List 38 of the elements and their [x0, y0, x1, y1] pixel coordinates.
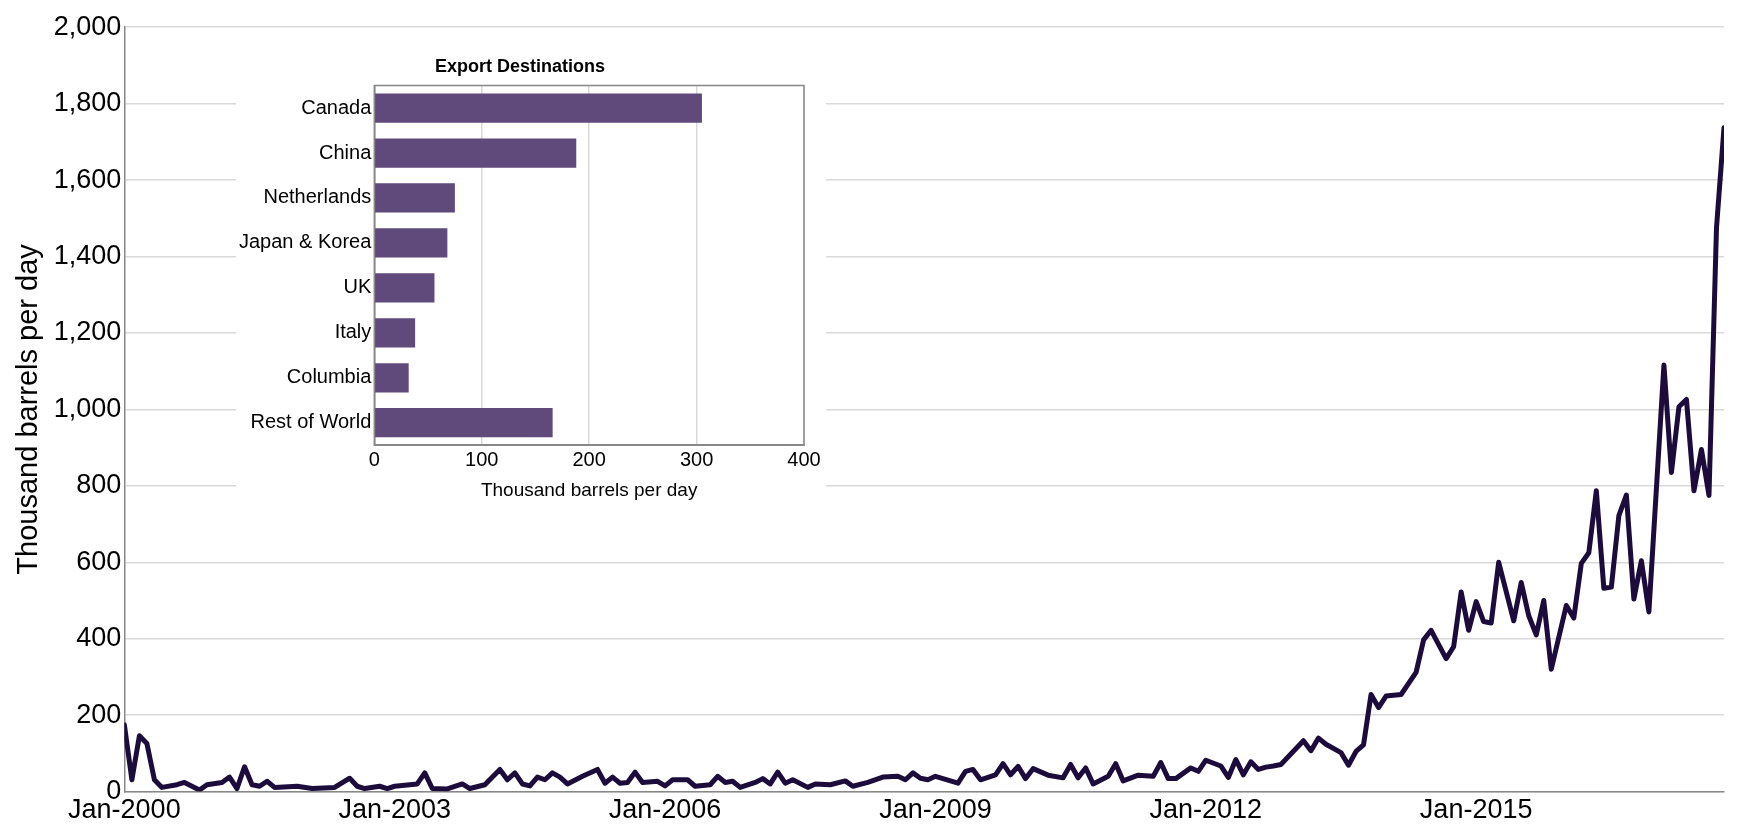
chart-title: Export Destinations — [434, 55, 606, 76]
y-tick-label: 200 — [76, 698, 122, 729]
y-tick-label: Italy — [334, 320, 372, 343]
bar — [375, 228, 448, 258]
x-tick-label: 200 — [572, 447, 606, 470]
y-tick-label: 1,600 — [53, 163, 122, 194]
bar — [375, 273, 435, 303]
y-tick-label: China — [319, 140, 373, 163]
bar — [375, 138, 577, 168]
y-tick-label: Columbia — [286, 365, 373, 388]
x-tick-label: 400 — [787, 447, 821, 470]
y-tick-label: 400 — [76, 622, 122, 653]
y-tick-label: 2,000 — [53, 10, 122, 41]
y-axis-title: Thousand barrels per day — [11, 243, 44, 575]
y-tick-label: UK — [343, 275, 372, 298]
x-tick-label: 100 — [465, 447, 499, 470]
y-tick-label: Rest of World — [250, 410, 372, 433]
x-tick-label: Jan-2015 — [1419, 794, 1533, 825]
x-tick-label: Jan-2009 — [879, 794, 992, 825]
x-tick-label: Jan-2003 — [338, 794, 452, 825]
x-tick-label: Jan-2012 — [1149, 794, 1263, 825]
y-tick-label: 1,400 — [53, 239, 122, 270]
y-tick-label: 1,800 — [53, 87, 122, 118]
bar — [375, 408, 553, 438]
y-tick-label: Japan & Korea — [238, 230, 373, 253]
y-tick-label: 800 — [76, 469, 122, 500]
x-tick-label: Jan-2006 — [608, 794, 722, 825]
bar — [375, 318, 416, 348]
y-tick-label: Netherlands — [263, 185, 372, 208]
y-tick-label: 1,200 — [53, 316, 122, 347]
y-tick-label: Canada — [301, 95, 373, 118]
bar — [375, 93, 702, 123]
x-tick-label: 300 — [679, 447, 714, 470]
bar — [375, 183, 455, 213]
x-axis-title: Thousand barrels per day — [480, 478, 698, 500]
y-tick-label: 1,000 — [53, 392, 122, 423]
bar — [375, 363, 409, 393]
y-tick-label: 600 — [76, 545, 122, 576]
